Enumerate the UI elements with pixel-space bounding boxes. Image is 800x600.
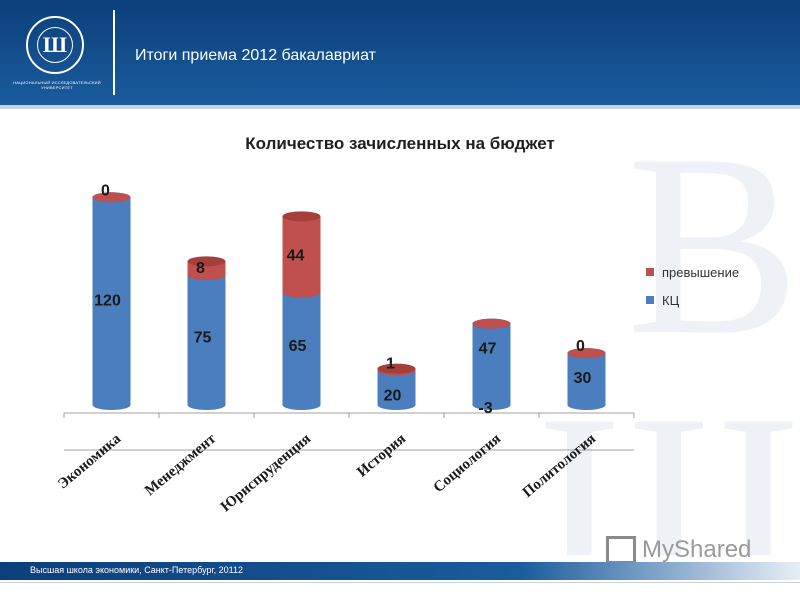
bar-excess	[282, 216, 321, 298]
footer-bar	[0, 562, 800, 580]
bar-kc	[282, 292, 321, 410]
bar-excess-cap	[472, 318, 511, 329]
bar-excess-top	[377, 363, 416, 374]
bar-excess-top	[282, 211, 321, 222]
data-label-kc: 65	[289, 338, 307, 355]
legend-label-kc: КЦ	[662, 292, 680, 308]
legend-item-excess: превышение	[646, 258, 739, 286]
bar-kc	[187, 275, 226, 410]
bar-kc	[567, 353, 606, 410]
data-label-excess: 44	[287, 247, 305, 264]
footer-line	[0, 582, 800, 583]
data-label-excess: 0	[576, 338, 585, 355]
bar-kc	[472, 323, 511, 410]
bar-excess	[187, 261, 226, 281]
data-label-excess: 8	[196, 260, 205, 277]
category-label: Социология	[431, 431, 504, 496]
category-label: Политология	[520, 431, 599, 501]
category-label: Менеджмент	[142, 430, 219, 499]
bar-kc	[377, 370, 416, 410]
data-label-excess: 0	[101, 182, 110, 199]
legend-label-excess: превышение	[662, 264, 740, 280]
bar-kc	[92, 197, 131, 410]
footer-text: Высшая школа экономики, Санкт-Петербург,…	[30, 565, 244, 575]
bar-excess-cap	[567, 348, 606, 359]
hse-logo: Ш	[26, 16, 84, 74]
data-label-excess: 1	[386, 355, 395, 372]
header-divider	[113, 10, 115, 95]
data-label-kc: 20	[384, 387, 402, 404]
presentation-icon	[606, 536, 636, 564]
legend-swatch-excess	[646, 268, 654, 276]
data-label-kc: 30	[574, 370, 592, 387]
data-label-kc: 120	[94, 292, 121, 309]
data-label-kc: 47	[479, 341, 497, 358]
chart-title: Количество зачисленных на бюджет	[245, 134, 555, 153]
data-label-excess: -3	[478, 400, 492, 417]
category-label: Юриспруденция	[218, 431, 314, 515]
bar-excess-cap	[92, 192, 131, 203]
bar-excess-top	[187, 256, 226, 267]
category-label: Экономика	[55, 430, 124, 492]
hse-logo-mark: Ш	[37, 27, 73, 63]
chart-legend: превышение КЦ	[646, 258, 739, 314]
data-label-kc: 75	[194, 330, 212, 347]
legend-swatch-kc	[646, 296, 654, 304]
logo-caption: НАЦИОНАЛЬНЫЙ ИССЛЕДОВАТЕЛЬСКИЙ УНИВЕРСИТ…	[13, 80, 101, 90]
slide-title: Итоги приема 2012 бакалавриат	[135, 47, 376, 64]
myshared-label: MyShared	[642, 536, 752, 563]
myshared-watermark: MyShared	[606, 536, 751, 564]
category-label: История	[354, 431, 409, 481]
header-stripe	[0, 105, 800, 109]
header-bar: Ш НАЦИОНАЛЬНЫЙ ИССЛЕДОВАТЕЛЬСКИЙ УНИВЕРС…	[0, 0, 800, 105]
legend-item-kc: КЦ	[646, 286, 739, 314]
